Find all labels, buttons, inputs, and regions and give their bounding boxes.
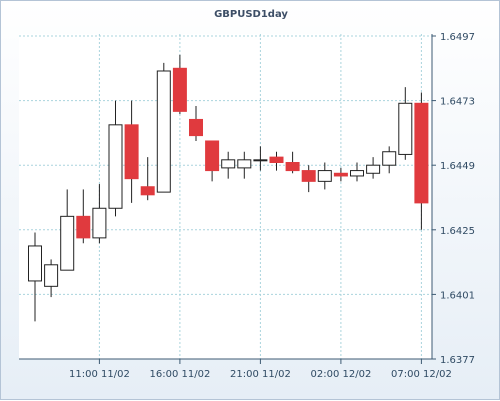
candle [221, 151, 236, 179]
candle-body-down [285, 162, 300, 172]
candle-body-up [350, 170, 364, 177]
candle [398, 87, 413, 160]
candle [60, 189, 75, 271]
candlestick-series [28, 54, 429, 322]
y-tick-label: 1.6473 [440, 97, 475, 108]
chart-title: GBPUSD1day [214, 9, 288, 20]
candle-body-up [366, 164, 381, 174]
candle-body-up [156, 70, 171, 193]
candle [189, 105, 203, 141]
candle-body-up [44, 264, 59, 287]
candle-body-up [398, 102, 413, 155]
candle-body-down [333, 172, 348, 177]
candle-body-up [382, 151, 397, 166]
candle-body-up [221, 159, 236, 169]
candle-body-down [205, 140, 220, 172]
candle-body-down [269, 156, 284, 164]
candle-body-down [301, 170, 316, 182]
candle [414, 92, 429, 230]
candle [333, 167, 348, 182]
candle-body-down [172, 67, 187, 112]
candle-body-up [60, 215, 75, 271]
y-tick-label: 1.6497 [440, 32, 475, 43]
plot-background [19, 34, 432, 359]
x-tick-label: 11:00 11/02 [69, 369, 130, 380]
x-tick-label: 21:00 11/02 [230, 369, 291, 380]
candle [172, 54, 187, 115]
candle-body-up [317, 170, 332, 182]
candle [366, 157, 381, 179]
candle-body-down [189, 118, 203, 137]
candle [382, 146, 397, 174]
x-tick-label: 02:00 12/02 [310, 369, 371, 380]
y-tick-label: 1.6449 [440, 161, 475, 172]
candle [140, 157, 155, 201]
candle [28, 232, 42, 322]
candle [124, 100, 139, 203]
candle-body-up [237, 159, 252, 169]
candle [92, 184, 107, 244]
candle [253, 146, 268, 171]
candle [237, 151, 252, 179]
candle [76, 189, 91, 244]
candle [108, 100, 123, 217]
candle-body-down [414, 102, 429, 204]
candle-body-up [108, 124, 123, 209]
candle-body-down [140, 186, 155, 196]
candle-body-up [253, 159, 268, 162]
candle-body-up [28, 245, 42, 282]
candle [156, 62, 171, 193]
x-tick-label: 16:00 11/02 [149, 369, 210, 380]
candle [269, 151, 284, 171]
candle [285, 151, 300, 174]
y-tick-label: 1.6425 [440, 226, 475, 237]
candle-body-down [76, 215, 91, 239]
candle [350, 162, 364, 182]
candle [317, 162, 332, 190]
axes: 1.6377 1.6401 1.6425 1.6449 1.6473 1.6497 11:0… [19, 32, 475, 380]
candle [44, 259, 59, 298]
candle [205, 140, 220, 182]
candle-body-up [92, 207, 107, 239]
candle-body-down [124, 124, 139, 180]
y-tick-label: 1.6377 [440, 355, 475, 366]
x-tick-label: 07:00 12/02 [391, 369, 452, 380]
candle [301, 165, 316, 193]
y-tick-label: 1.6401 [440, 290, 475, 301]
